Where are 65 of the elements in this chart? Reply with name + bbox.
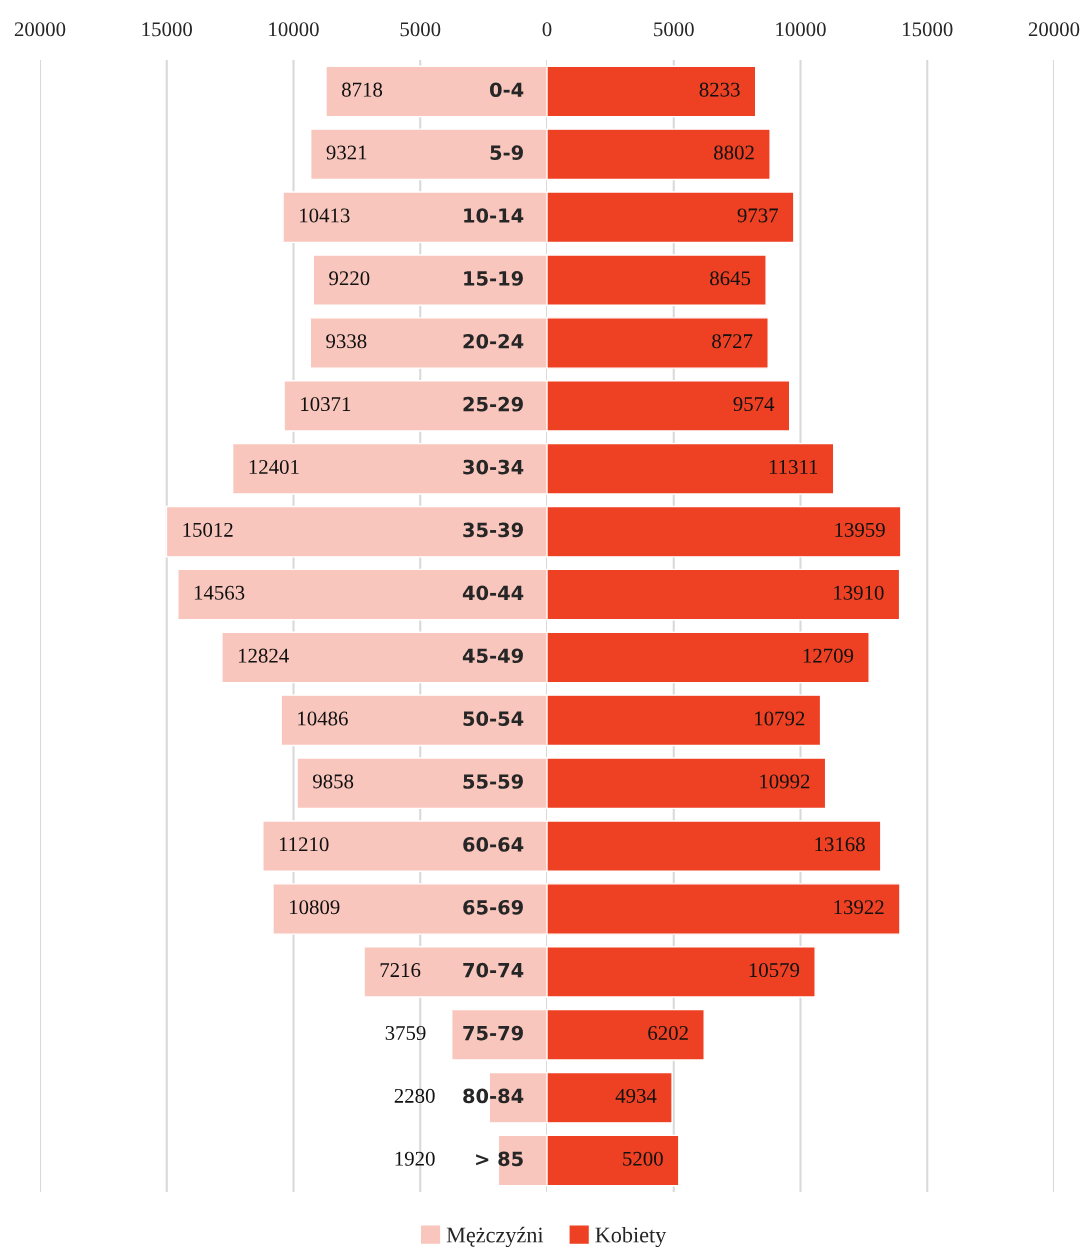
data-label: 10579 <box>749 963 800 978</box>
y-tick-label: 60-64 <box>463 837 524 852</box>
data-label: 4934 <box>615 1088 657 1103</box>
x-tick-label: 5000 <box>400 22 441 37</box>
data-label: 8233 <box>699 82 740 97</box>
data-label: 6202 <box>648 1025 688 1040</box>
data-label: 10792 <box>755 711 805 726</box>
data-label: 3759 <box>385 1025 426 1040</box>
x-tick-label: 5000 <box>654 22 694 37</box>
y-tick-label: 0-4 <box>489 82 524 98</box>
y-tick-label: 50-54 <box>463 711 524 726</box>
y-tick-label: > 85 <box>476 1151 523 1167</box>
data-label: 8645 <box>710 271 751 286</box>
y-tick-label: 65-69 <box>463 899 523 915</box>
data-label: 8802 <box>714 145 754 160</box>
data-label: 12709 <box>803 648 854 663</box>
y-tick-label: 30-34 <box>463 459 524 475</box>
data-label: 13959 <box>835 522 885 537</box>
data-label: 9338 <box>326 334 367 349</box>
y-tick-label: 20-24 <box>463 333 524 349</box>
data-label: 11210 <box>279 837 329 852</box>
data-label: 13168 <box>815 837 865 852</box>
data-label: 8727 <box>712 334 753 349</box>
x-tick-label: 0 <box>542 22 552 37</box>
y-tick-label: 10-14 <box>464 208 524 223</box>
data-label: 10486 <box>298 711 348 726</box>
y-tick-label: 45-49 <box>462 648 523 664</box>
data-label: 7216 <box>380 963 421 978</box>
x-tick-label: 15000 <box>142 22 192 37</box>
data-label: 13910 <box>834 585 884 600</box>
data-label: 9574 <box>733 397 775 412</box>
data-label: 10992 <box>760 774 810 789</box>
y-tick-label: 80-84 <box>463 1088 524 1104</box>
data-label: 10371 <box>301 397 351 412</box>
data-label: 9321 <box>326 145 367 160</box>
data-label: 9858 <box>312 774 354 789</box>
data-label: 5200 <box>623 1151 663 1166</box>
data-label: 15012 <box>183 522 233 537</box>
data-label: 13922 <box>834 900 884 915</box>
y-tick-label: 5-9 <box>490 145 523 160</box>
data-label: 14563 <box>194 585 245 600</box>
data-label: 9220 <box>329 271 370 286</box>
data-label: 11311 <box>769 459 818 474</box>
y-tick-label: 15-19 <box>464 271 523 286</box>
data-label: 12824 <box>238 648 289 663</box>
y-tick-label: 25-29 <box>463 396 523 412</box>
data-label: 1920 <box>395 1151 435 1166</box>
x-tick-label: 10000 <box>269 22 319 37</box>
data-label: 12401 <box>249 459 299 474</box>
data-label: 9737 <box>737 208 779 223</box>
y-tick-label: 35-39 <box>463 522 523 538</box>
data-label: 10809 <box>290 900 340 915</box>
y-tick-label: 55-59 <box>463 774 523 789</box>
x-tick-label: 10000 <box>776 22 826 37</box>
data-label: 8718 <box>342 82 383 97</box>
legend-label: Mężczyźni <box>446 1226 544 1248</box>
y-tick-label: 40-44 <box>462 585 524 601</box>
x-tick-label: 15000 <box>903 22 953 37</box>
y-tick-label: 70-74 <box>463 962 524 978</box>
x-tick-label: 20000 <box>14 22 66 37</box>
y-tick-label: 75-79 <box>463 1025 523 1041</box>
legend-label: Kobiety <box>595 1226 667 1248</box>
data-label: 10413 <box>300 208 350 223</box>
x-tick-label: 20000 <box>1028 22 1080 37</box>
data-label: 2280 <box>394 1088 435 1103</box>
